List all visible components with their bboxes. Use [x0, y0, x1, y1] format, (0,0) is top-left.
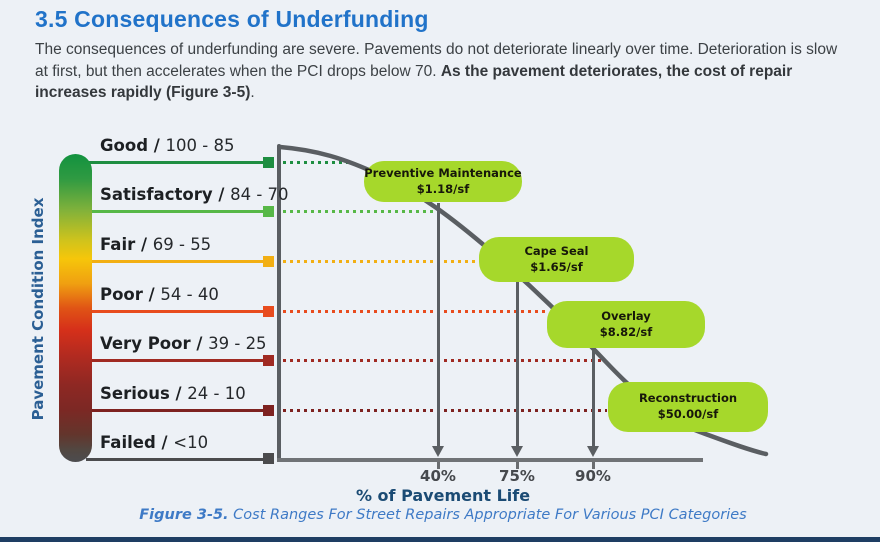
pci-category-line-very-poor — [86, 359, 264, 362]
pci-category-marker-satisfactory — [263, 206, 274, 217]
pci-category-marker-very-poor — [263, 355, 274, 366]
x-axis-tick-label-90pct: 90% — [575, 467, 611, 485]
callout-title: Cape Seal — [524, 243, 589, 258]
intro-paragraph: The consequences of underfunding are sev… — [35, 39, 853, 104]
callout-cost: $50.00/sf — [657, 407, 719, 421]
pci-dotted-line-serious — [283, 409, 607, 412]
arrow-down-icon-75pct — [511, 446, 523, 457]
intro-text-regular: The consequences of underfunding are sev… — [35, 41, 838, 80]
x-axis-tick-label-75pct: 75% — [499, 467, 535, 485]
pci-dotted-line-very-poor — [283, 359, 605, 362]
pci-dotted-line-poor — [283, 310, 547, 313]
callout-cape-seal: Cape Seal $1.65/sf — [479, 237, 634, 282]
callout-title: Preventive Maintenance — [364, 165, 522, 180]
arrow-down-icon-90pct — [587, 446, 599, 457]
pci-category-label-very-poor: Very Poor / 39 - 25 — [100, 334, 267, 353]
figure-caption-text: Cost Ranges For Street Repairs Appropria… — [228, 507, 747, 523]
pci-category-marker-good — [263, 157, 274, 168]
y-axis-label: Pavement Condition Index — [29, 197, 47, 421]
x-axis-line — [277, 458, 703, 462]
pci-category-marker-serious — [263, 405, 274, 416]
figure-caption-label: Figure 3-5. — [139, 507, 229, 523]
pci-dotted-line-good — [283, 161, 348, 164]
pci-category-marker-poor — [263, 306, 274, 317]
pci-category-line-satisfactory — [86, 210, 264, 213]
drop-line-90pct — [592, 346, 595, 446]
x-axis-tick-40pct — [437, 462, 440, 469]
pci-category-label-serious: Serious / 24 - 10 — [100, 384, 246, 403]
pci-category-marker-fair — [263, 256, 274, 267]
pci-category-label-satisfactory: Satisfactory / 84 - 70 — [100, 185, 289, 204]
pci-dotted-line-fair — [283, 260, 477, 263]
x-axis-tick-75pct — [516, 462, 519, 469]
section-title: 3.5 Consequences of Underfunding — [35, 6, 429, 32]
pci-category-label-failed: Failed / <10 — [100, 433, 209, 452]
x-axis-title: % of Pavement Life — [355, 486, 531, 505]
x-axis-tick-label-40pct: 40% — [420, 467, 456, 485]
pci-category-label-fair: Fair / 69 - 55 — [100, 235, 212, 254]
callout-cost: $1.65/sf — [530, 259, 583, 274]
callout-overlay: Overlay $8.82/sf — [547, 301, 705, 348]
pci-category-line-good — [86, 161, 264, 164]
pci-category-line-failed — [86, 458, 264, 461]
callout-cost: $1.18/sf — [416, 181, 470, 196]
pci-dotted-line-satisfactory — [283, 210, 433, 213]
x-axis-tick-90pct — [592, 462, 595, 469]
pci-category-line-fair — [86, 260, 264, 263]
pci-category-marker-failed — [263, 453, 274, 464]
callout-preventive-maintenance: Preventive Maintenance $1.18/sf — [364, 161, 522, 202]
callout-reconstruction: Reconstruction $50.00/sf — [608, 382, 768, 432]
callout-cost: $8.82/sf — [599, 324, 653, 339]
callout-title: Reconstruction — [638, 391, 738, 406]
intro-text-bold: As the pavement deteriorates, the cost o… — [35, 62, 793, 102]
drop-line-75pct — [516, 280, 519, 446]
pci-category-label-good: Good / 100 - 85 — [100, 136, 235, 155]
pci-gradient-bar — [59, 154, 92, 462]
figure-caption: Figure 3-5. Cost Ranges For Street Repai… — [30, 507, 856, 523]
intro-text-end: . — [250, 84, 255, 101]
bottom-accent-bar — [0, 537, 880, 542]
arrow-down-icon-40pct — [432, 446, 444, 457]
drop-line-40pct — [437, 203, 440, 446]
pci-category-line-poor — [86, 310, 264, 313]
callout-title: Overlay — [601, 308, 651, 323]
pci-category-line-serious — [86, 409, 264, 412]
pci-category-label-poor: Poor / 54 - 40 — [100, 285, 219, 304]
